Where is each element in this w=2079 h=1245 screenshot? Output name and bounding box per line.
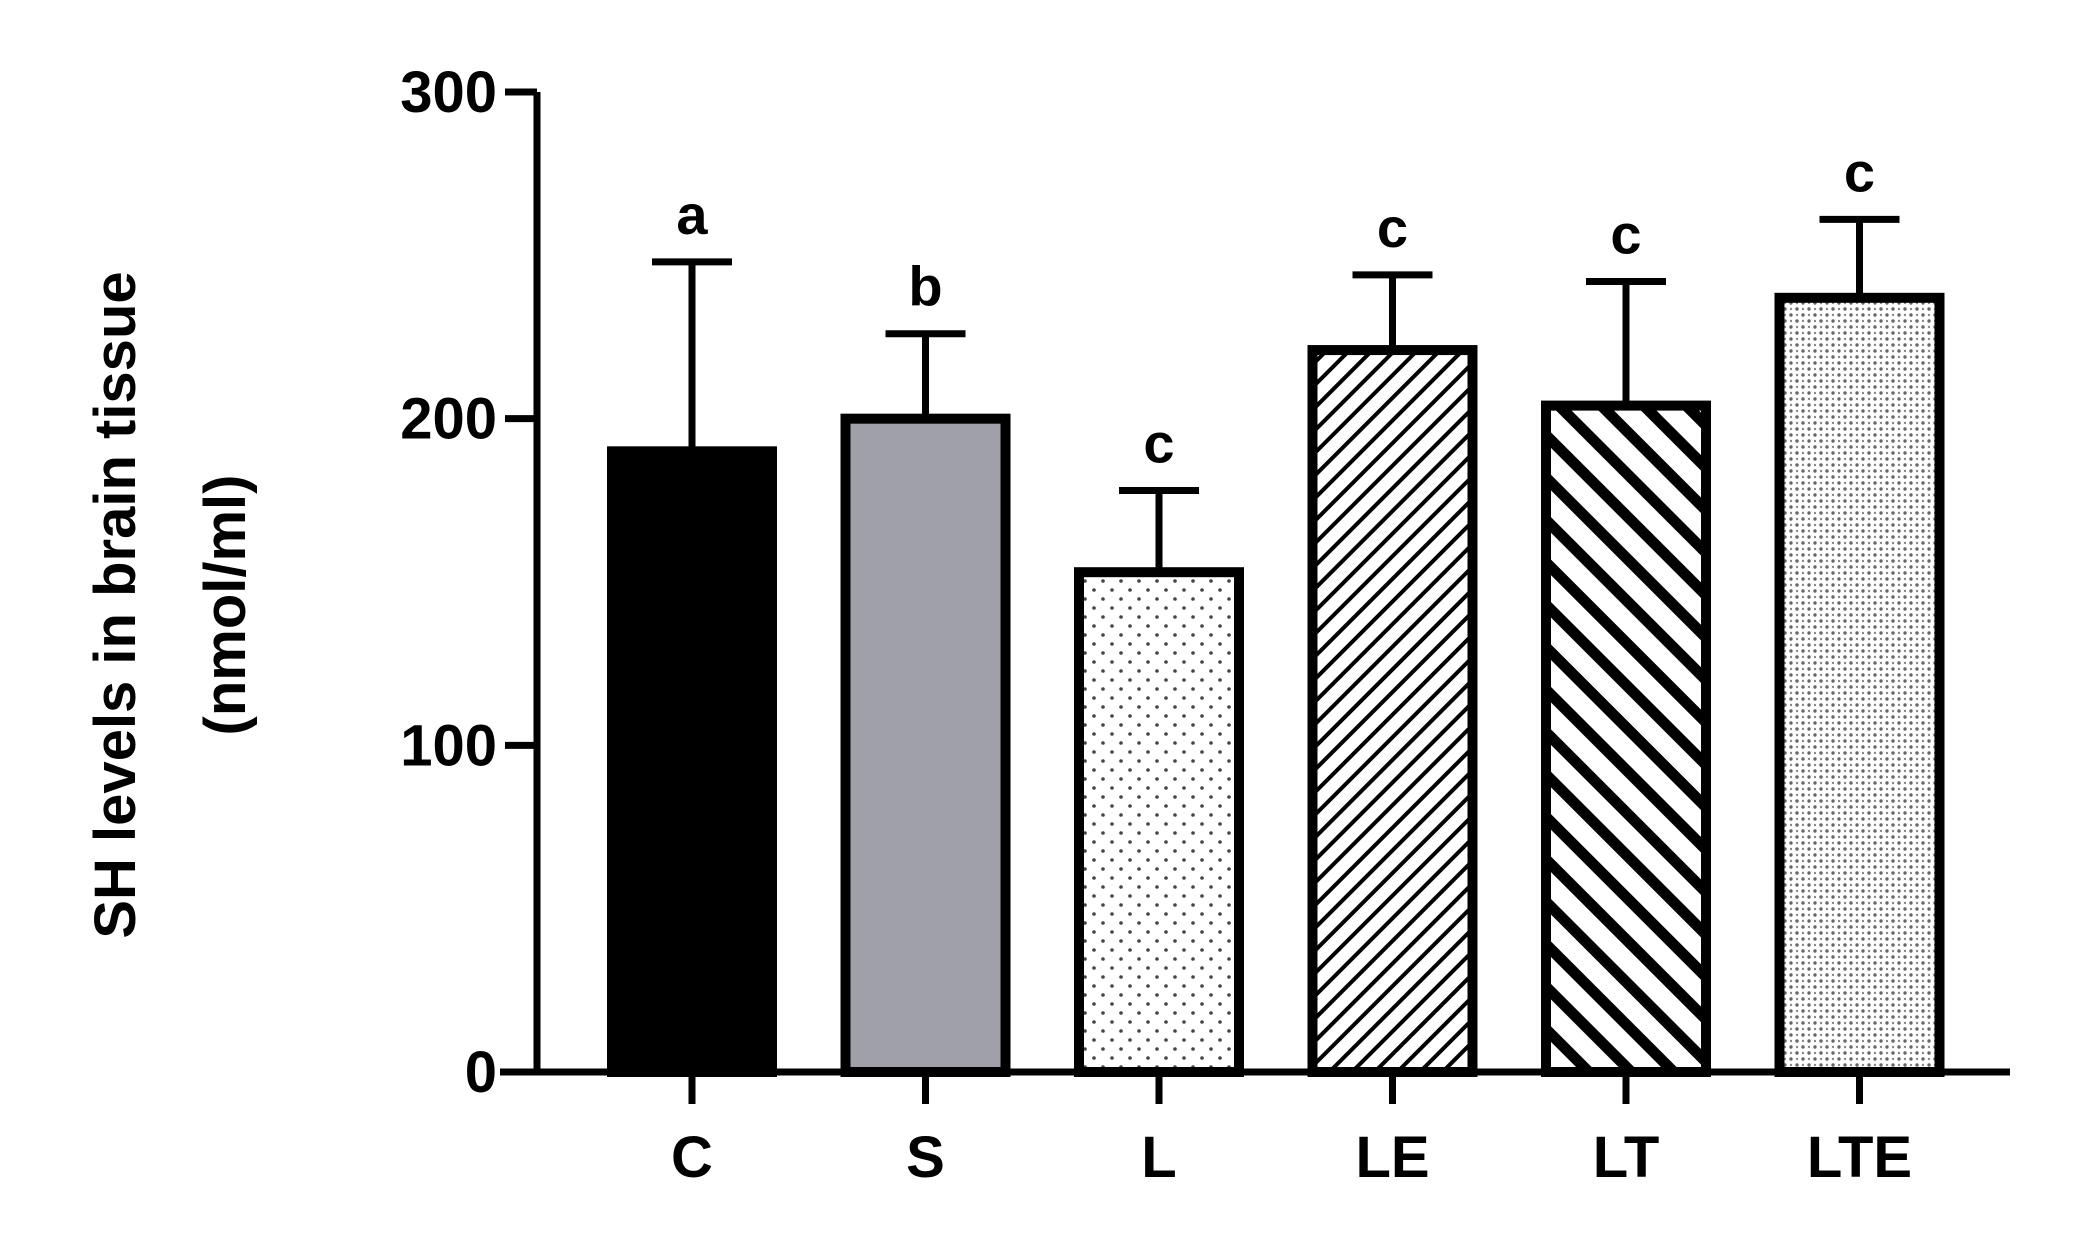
bar-le: [1307, 345, 1478, 1078]
bar-lte: [1774, 292, 1945, 1077]
bar-lt: [1541, 400, 1711, 1078]
significance-letter: c: [1143, 412, 1174, 475]
significance-letter: a: [676, 183, 708, 246]
y-axis-ticks: 0 100 200 300: [400, 60, 537, 1105]
x-axis-ticks: C S L LE LT LTE: [671, 1072, 1912, 1190]
y-axis-title-line2: (nmol/ml): [193, 475, 258, 736]
x-tick-label: LT: [1593, 1125, 1660, 1190]
significance-letter: c: [1610, 202, 1641, 265]
y-tick-label: 0: [465, 1040, 497, 1105]
y-tick-label: 200: [400, 387, 497, 452]
y-axis-title-line1: SH levels in brain tissue: [83, 271, 148, 938]
x-tick-label: LE: [1355, 1125, 1429, 1190]
bar-group: a b c c c c: [607, 140, 1945, 1078]
y-tick-label: 100: [400, 713, 497, 778]
x-tick-label: LTE: [1807, 1125, 1912, 1190]
x-tick-label: C: [671, 1125, 713, 1190]
bar-c: [607, 446, 777, 1078]
bar-s: [840, 413, 1011, 1077]
significance-letter: c: [1377, 196, 1408, 259]
x-tick-label: L: [1141, 1125, 1176, 1190]
y-tick-label: 300: [400, 60, 497, 125]
significance-letter: c: [1844, 140, 1875, 203]
bar-l: [1074, 567, 1244, 1077]
significance-letter: b: [908, 255, 942, 318]
x-tick-label: S: [906, 1125, 945, 1190]
